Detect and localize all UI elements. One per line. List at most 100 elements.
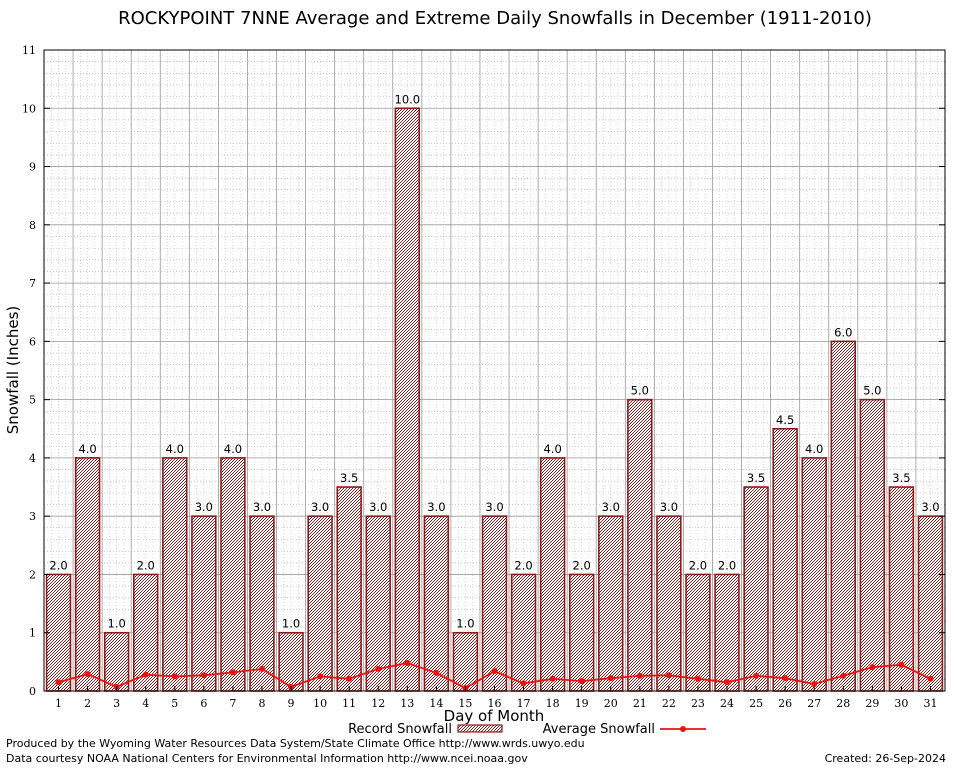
average-point [607,675,614,682]
record-bar [627,398,653,692]
record-bar [481,515,508,692]
average-point [229,669,236,676]
x-tick-label: 18 [546,697,560,710]
bar-value-label: 3.0 [602,500,620,514]
y-axis-label: Snowfall (Inches) [4,306,22,434]
bar-value-label: 2.0 [137,558,155,572]
x-tick-label: 7 [229,697,236,710]
plot-frame [43,49,946,692]
record-bar [365,515,391,692]
x-tick-label: 26 [778,697,792,710]
bar-value-label: 2.0 [514,558,532,572]
average-point [375,665,382,672]
x-tick-label: 5 [171,697,178,710]
x-tick-label: 25 [749,697,763,710]
bar-value-label: 3.0 [195,500,213,514]
average-point [520,680,527,687]
bar-value-label: 6.0 [834,325,852,339]
average-point [927,675,934,682]
bar-value-label: 4.0 [166,442,184,456]
x-tick-label: 20 [604,697,618,710]
x-tick-label: 16 [488,697,502,710]
x-tick-label: 1 [55,697,62,710]
record-bar [743,486,769,692]
record-bar [714,573,740,692]
x-tick-label: 17 [517,697,531,710]
x-tick-label: 15 [458,697,472,710]
average-point [433,669,440,676]
average-point [317,673,324,680]
record-bar [162,457,188,692]
record-bar [394,107,421,692]
x-tick-label: 6 [200,697,207,710]
y-tick-label: 7 [29,277,36,290]
y-tick-label: 8 [29,219,36,232]
record-bar [74,457,101,692]
average-point [55,679,62,686]
bar-value-label: 1.0 [282,617,300,631]
y-tick-label: 3 [29,510,36,523]
bar-value-label: 4.0 [78,442,96,456]
bar-value-label: 3.5 [747,471,765,485]
x-tick-label: 8 [258,697,265,710]
record-bar [598,515,624,692]
bar-value-label: 5.0 [631,384,649,398]
bar-value-label: 3.0 [369,500,387,514]
x-tick-label: 2 [84,697,91,710]
average-point [171,673,178,680]
average-point [724,679,731,686]
credit-line-2: Data courtesy NOAA National Centers for … [6,752,528,765]
x-tick-label: 9 [288,697,295,710]
legend-average-label: Average Snowfall [543,722,655,737]
x-tick-label: 23 [691,697,705,710]
bar-value-label: 4.0 [224,442,242,456]
average-point [346,675,353,682]
x-tick-label: 31 [923,697,937,710]
record-bar [888,486,915,692]
average-point [258,665,265,672]
record-bar [917,515,944,692]
average-point [665,672,672,679]
y-tick-label: 6 [29,335,36,348]
y-tick-label: 2 [29,568,36,581]
legend-record-swatch [457,724,503,733]
bar-value-label: 3.0 [253,500,271,514]
x-tick-label: 21 [633,697,647,710]
x-tick-label: 27 [807,697,821,710]
average-point [142,671,149,678]
chart-title: ROCKYPOINT 7NNE Average and Extreme Dail… [118,8,872,29]
y-tick-label: 0 [29,685,36,698]
x-tick-label: 28 [836,697,850,710]
legend-record-label: Record Snowfall [348,722,452,737]
average-line [55,660,934,692]
x-tick-label: 11 [342,697,356,710]
record-bar [191,515,217,692]
average-point [694,675,701,682]
average-point [811,681,818,688]
average-point [549,675,556,682]
x-tick-label: 12 [371,697,385,710]
y-tick-label: 1 [29,627,36,640]
record-bar [568,573,595,692]
average-point [840,672,847,679]
bar-value-label: 2.0 [689,558,707,572]
record-bar [220,457,246,692]
bar-value-label: 4.0 [805,442,823,456]
bar-value-label: 3.0 [660,500,678,514]
bar-value-label: 3.0 [427,500,445,514]
x-axis-label: Day of Month [444,707,545,725]
record-bar [539,457,566,692]
x-tick-label: 30 [894,697,908,710]
record-bar [830,340,856,692]
created-date: Created: 26-Sep-2024 [824,752,946,765]
x-tick-label: 13 [400,697,414,710]
record-bar [423,515,450,692]
record-bar [859,398,886,692]
bar-value-label: 3.0 [921,500,939,514]
record-bar [336,486,362,692]
average-point [869,664,876,671]
y-tick-label: 10 [22,102,36,115]
y-tick-label: 5 [29,394,36,407]
